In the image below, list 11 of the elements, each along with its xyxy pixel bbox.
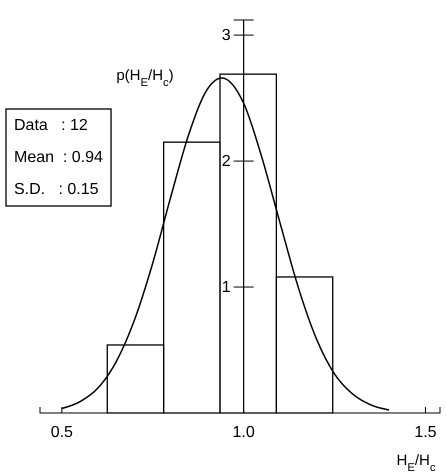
x-axis-title: H$_{E}$/H$_{c}$ [396,452,436,474]
y-tick-label: 2 [222,153,231,170]
y-tick-label: 1 [222,279,231,296]
annotation: Data : 12 [14,117,88,134]
x-tick-label: 0.5 [50,424,74,441]
annotation: S.D. : 0.15 [14,181,99,198]
annotation: Mean : 0.94 [14,149,104,166]
y-axis-title: p(H$_{E}$/H$_{c}$) [116,67,174,89]
x-tick-label: 1.0 [232,424,255,441]
y-tick-label: 3 [222,27,231,44]
x-tick-label: 1.5 [414,424,437,441]
